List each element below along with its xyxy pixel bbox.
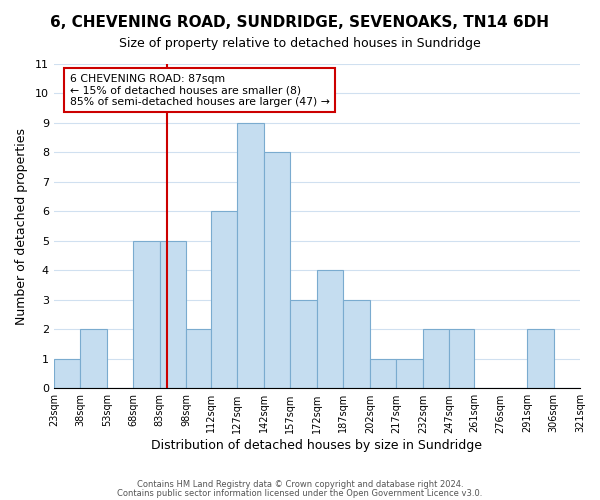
Bar xyxy=(211,212,238,388)
Text: Contains public sector information licensed under the Open Government Licence v3: Contains public sector information licen… xyxy=(118,488,482,498)
Bar xyxy=(370,359,397,388)
Bar xyxy=(264,152,290,388)
Bar xyxy=(186,330,211,388)
Bar xyxy=(527,330,554,388)
Bar xyxy=(54,359,80,388)
X-axis label: Distribution of detached houses by size in Sundridge: Distribution of detached houses by size … xyxy=(151,440,482,452)
Bar xyxy=(238,123,264,388)
Bar xyxy=(80,330,107,388)
Text: 6, CHEVENING ROAD, SUNDRIDGE, SEVENOAKS, TN14 6DH: 6, CHEVENING ROAD, SUNDRIDGE, SEVENOAKS,… xyxy=(50,15,550,30)
Bar xyxy=(317,270,343,388)
Bar xyxy=(290,300,317,388)
Text: Contains HM Land Registry data © Crown copyright and database right 2024.: Contains HM Land Registry data © Crown c… xyxy=(137,480,463,489)
Bar xyxy=(423,330,449,388)
Text: 6 CHEVENING ROAD: 87sqm
← 15% of detached houses are smaller (8)
85% of semi-det: 6 CHEVENING ROAD: 87sqm ← 15% of detache… xyxy=(70,74,329,107)
Bar xyxy=(343,300,370,388)
Y-axis label: Number of detached properties: Number of detached properties xyxy=(15,128,28,324)
Text: Size of property relative to detached houses in Sundridge: Size of property relative to detached ho… xyxy=(119,38,481,51)
Bar xyxy=(160,241,186,388)
Bar xyxy=(133,241,160,388)
Bar xyxy=(397,359,423,388)
Bar xyxy=(449,330,474,388)
